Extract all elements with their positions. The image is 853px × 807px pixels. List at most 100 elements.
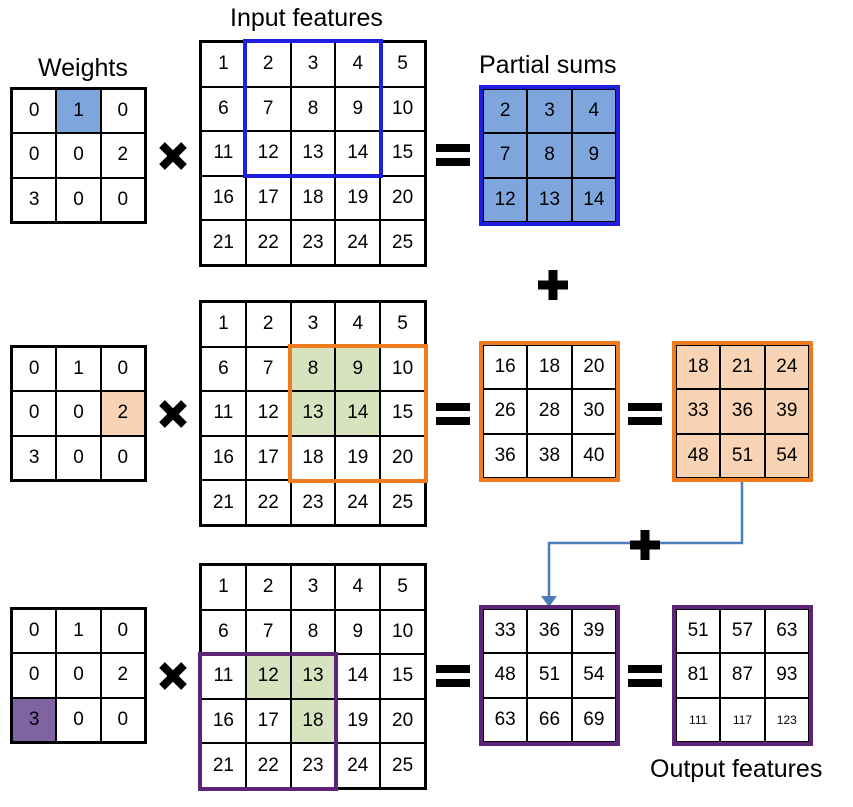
grid-cell: 20 <box>380 698 425 744</box>
grid-cell: 17 <box>245 175 291 221</box>
grid-cell: 22 <box>245 480 291 525</box>
grid-cell: 0 <box>100 89 145 134</box>
plus-icon <box>630 530 660 560</box>
grid-cell: 9 <box>335 609 381 655</box>
grid-cell: 5 <box>380 42 425 87</box>
grid-cell: 51 <box>720 433 765 478</box>
grid-cell: 0 <box>56 177 101 222</box>
title-weights: Weights <box>38 54 128 82</box>
product-grid: 33 36 39 48 51 54 63 66 69 <box>481 607 618 744</box>
grid-cell: 0 <box>56 697 101 742</box>
grid-cell: 22 <box>245 743 291 788</box>
grid-cell: 18 <box>290 175 336 221</box>
grid-cell: 2 <box>100 391 145 436</box>
grid-cell: 40 <box>571 433 616 478</box>
grid-cell: 6 <box>201 346 246 392</box>
grid-cell: 23 <box>290 220 336 265</box>
grid-cell: 17 <box>245 698 291 744</box>
product-grid: 2 3 4 7 8 9 12 13 14 <box>481 87 618 224</box>
grid-cell: 13 <box>290 654 336 699</box>
grid-cell: 0 <box>100 609 145 654</box>
grid-cell: 0 <box>100 697 145 742</box>
input-features-grid: 1 2 3 4 5 6 7 8 9 10 11 12 13 14 15 16 17 18 19 20 21 22 23 24 2… <box>199 40 427 267</box>
grid-cell: 39 <box>571 609 616 654</box>
grid-cell: 3 <box>290 42 336 87</box>
grid-cell: 111 <box>676 697 721 742</box>
grid-cell: 24 <box>335 743 381 788</box>
input-features-grid: 1 2 3 4 5 6 7 8 9 10 11 12 13 14 15 16 17 18 19 20 21 22 23 24 2… <box>199 300 427 527</box>
multiply-icon <box>159 400 187 428</box>
grid-cell: 7 <box>245 86 291 132</box>
grid-cell: 6 <box>201 86 246 132</box>
grid-cell: 19 <box>335 175 381 221</box>
grid-cell: 24 <box>764 345 809 390</box>
grid-cell: 48 <box>676 433 721 478</box>
grid-cell: 2 <box>245 302 291 347</box>
grid-cell: 14 <box>335 131 381 176</box>
grid-cell: 1 <box>56 89 101 134</box>
grid-cell: 21 <box>201 743 246 788</box>
grid-cell: 36 <box>720 389 765 434</box>
grid-cell: 2 <box>483 89 528 134</box>
grid-cell: 2 <box>245 42 291 87</box>
grid-cell: 54 <box>571 653 616 698</box>
grid-cell: 3 <box>527 89 572 134</box>
grid-cell: 117 <box>720 697 765 742</box>
grid-cell: 18 <box>676 345 721 390</box>
equals-icon <box>628 403 662 425</box>
grid-cell: 11 <box>201 131 246 176</box>
grid-cell: 13 <box>290 131 336 176</box>
grid-cell: 18 <box>290 435 336 481</box>
grid-cell: 9 <box>335 346 381 392</box>
grid-cell: 57 <box>720 609 765 654</box>
grid-cell: 123 <box>764 697 809 742</box>
partial-sum-grid: 51 57 63 81 87 93 111 117 123 <box>674 607 811 744</box>
grid-cell: 10 <box>380 86 425 132</box>
grid-cell: 0 <box>100 435 145 480</box>
grid-cell: 36 <box>527 609 572 654</box>
grid-cell: 23 <box>290 480 336 525</box>
grid-cell: 20 <box>380 435 425 481</box>
grid-cell: 16 <box>201 435 246 481</box>
plus-icon <box>538 270 568 300</box>
grid-cell: 15 <box>380 654 425 699</box>
grid-cell: 25 <box>380 480 425 525</box>
grid-cell: 14 <box>571 177 616 222</box>
grid-cell: 25 <box>380 220 425 265</box>
grid-cell: 21 <box>201 480 246 525</box>
grid-cell: 7 <box>483 133 528 178</box>
grid-cell: 48 <box>483 653 528 698</box>
grid-cell: 11 <box>201 654 246 699</box>
grid-cell: 1 <box>201 42 246 87</box>
grid-cell: 33 <box>483 609 528 654</box>
grid-cell: 69 <box>571 697 616 742</box>
grid-cell: 9 <box>571 133 616 178</box>
grid-cell: 0 <box>12 653 57 698</box>
grid-cell: 7 <box>245 346 291 392</box>
grid-cell: 21 <box>201 220 246 265</box>
grid-cell: 3 <box>12 177 57 222</box>
grid-cell: 66 <box>527 697 572 742</box>
grid-cell: 23 <box>290 743 336 788</box>
grid-cell: 18 <box>290 698 336 744</box>
grid-cell: 81 <box>676 653 721 698</box>
grid-cell: 3 <box>12 697 57 742</box>
equals-icon <box>436 403 470 425</box>
grid-cell: 19 <box>335 698 381 744</box>
grid-cell: 0 <box>56 133 101 178</box>
grid-cell: 0 <box>12 609 57 654</box>
arrow-head-icon <box>541 596 557 607</box>
grid-cell: 3 <box>290 302 336 347</box>
grid-cell: 25 <box>380 743 425 788</box>
grid-cell: 10 <box>380 609 425 655</box>
grid-cell: 0 <box>56 435 101 480</box>
multiply-icon <box>159 662 187 690</box>
grid-cell: 1 <box>201 565 246 610</box>
grid-cell: 2 <box>245 565 291 610</box>
product-grid: 16 18 20 26 28 30 36 38 40 <box>481 343 618 480</box>
grid-cell: 10 <box>380 346 425 392</box>
grid-cell: 4 <box>335 565 381 610</box>
grid-cell: 7 <box>245 609 291 655</box>
